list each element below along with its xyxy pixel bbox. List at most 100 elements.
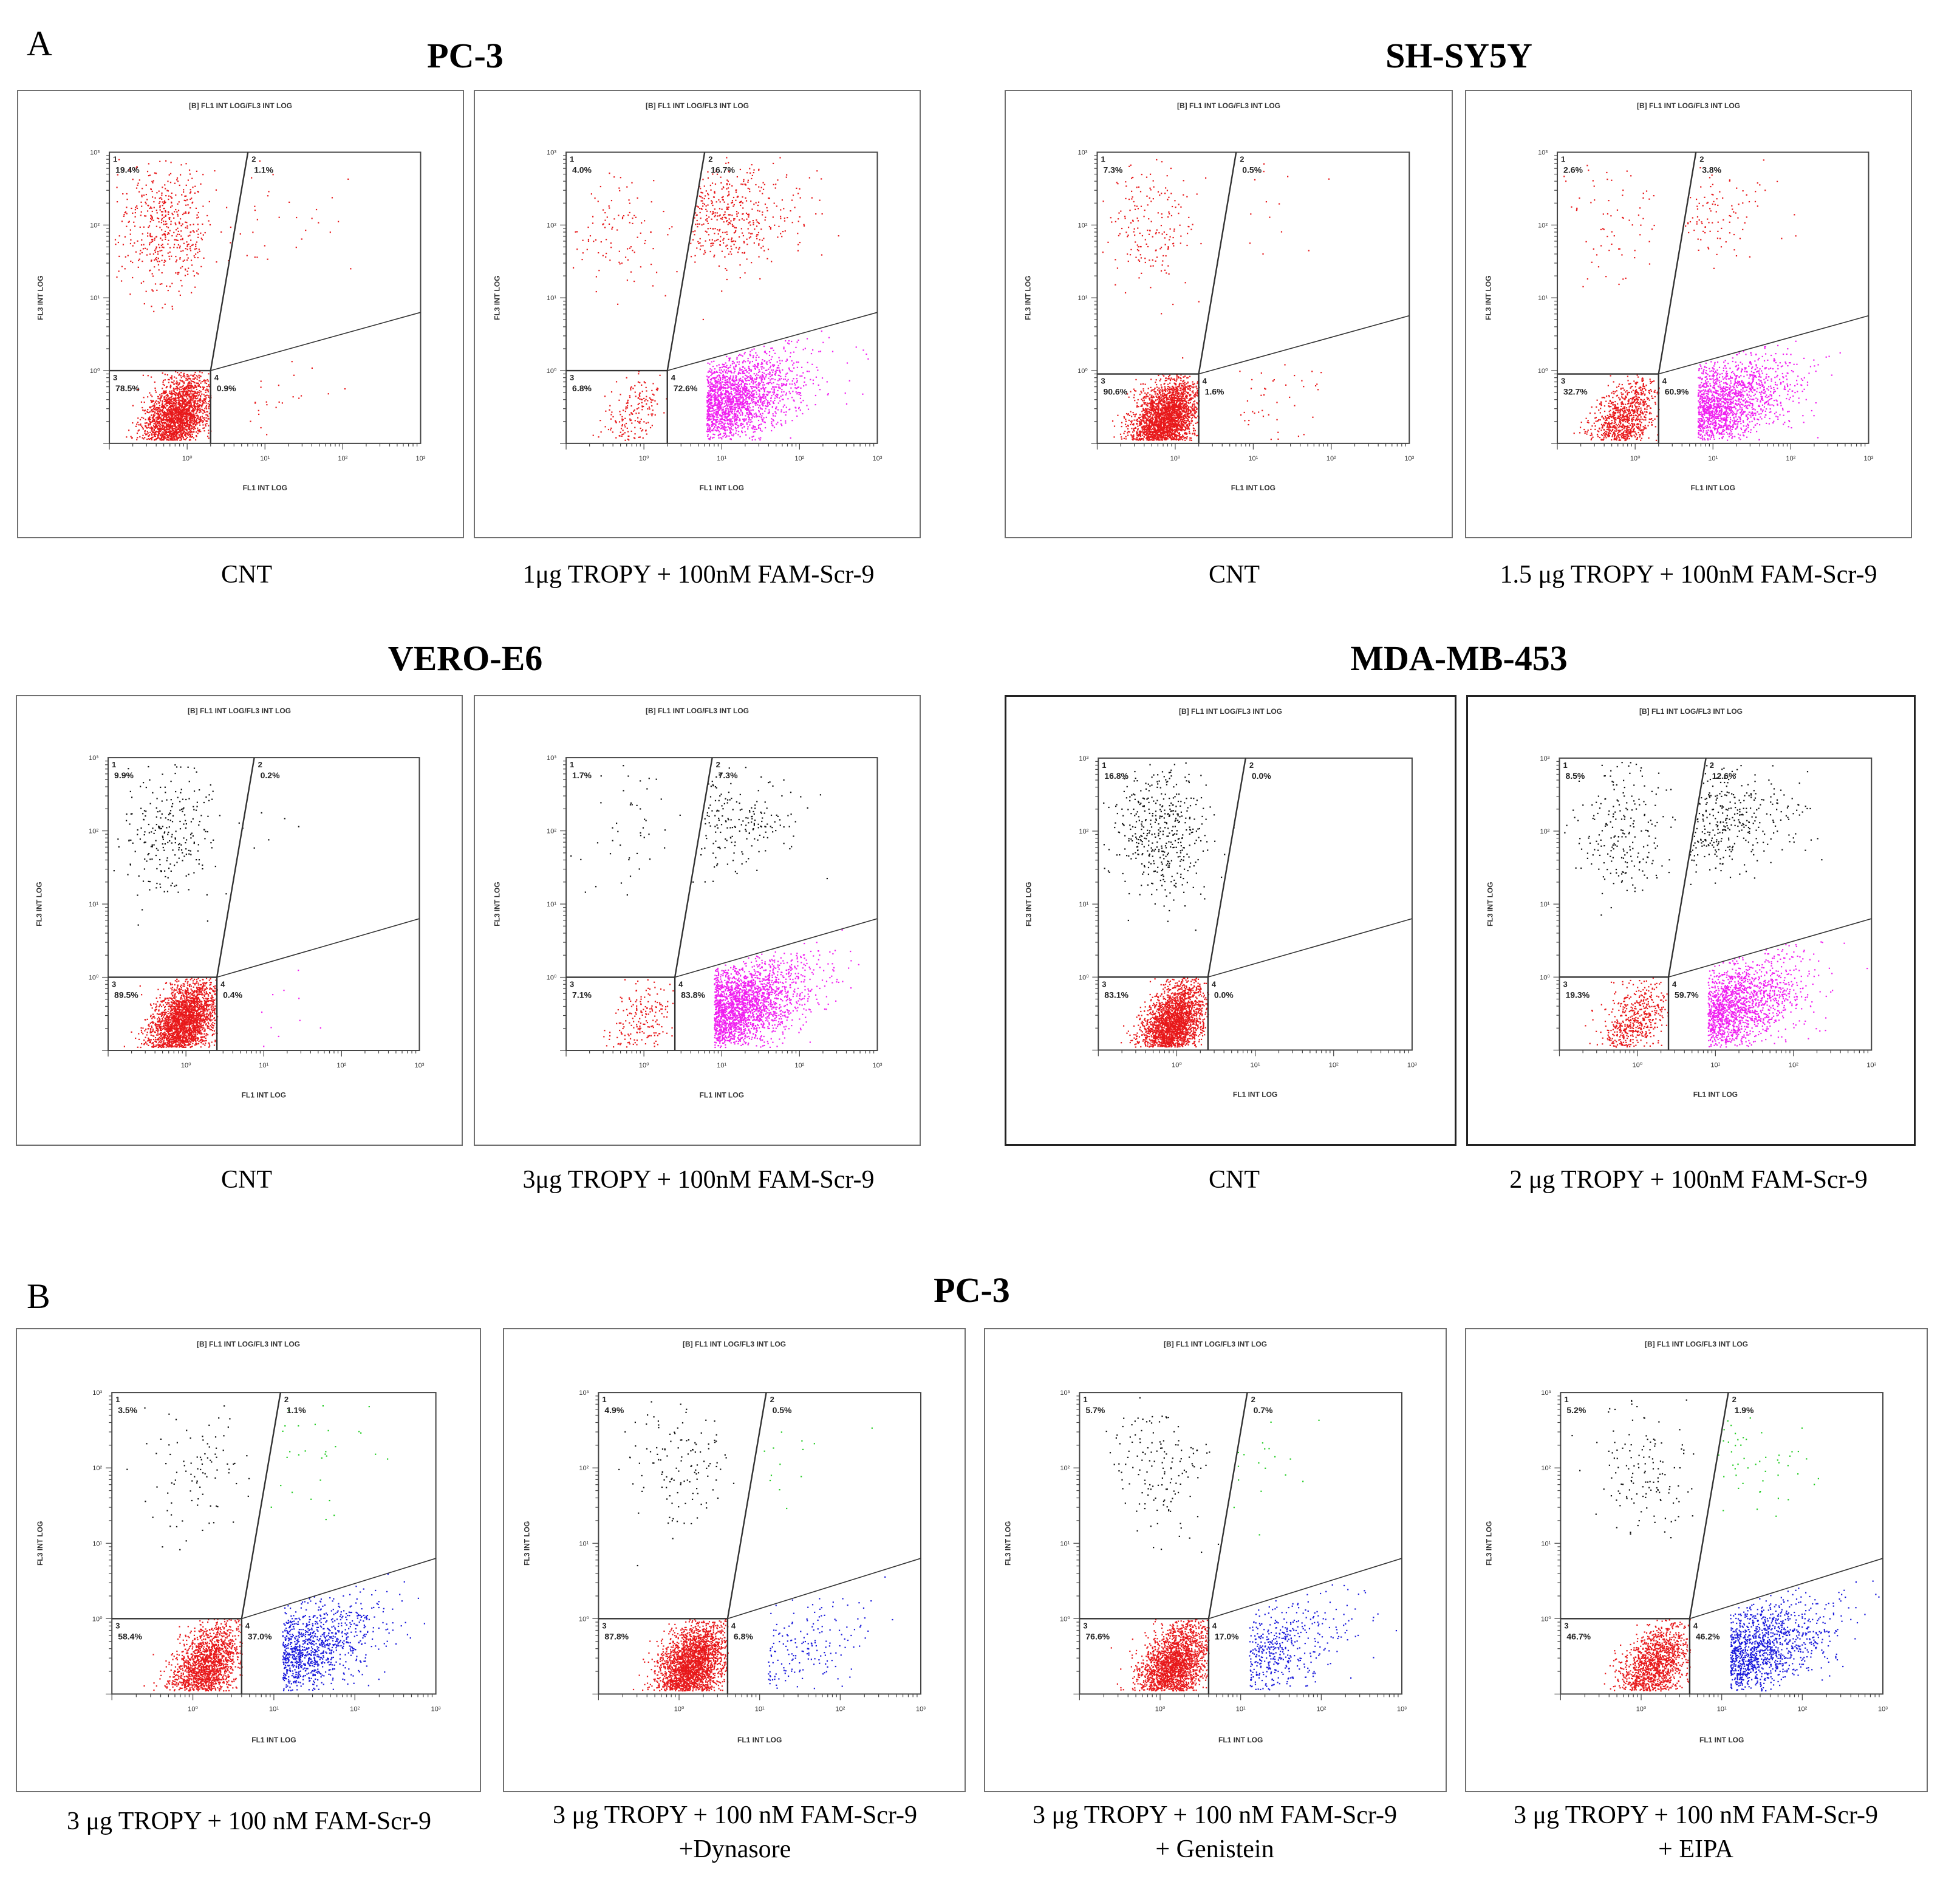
event-dot [748, 419, 750, 421]
event-dot [137, 430, 139, 432]
event-dot [174, 425, 176, 427]
event-dot [719, 369, 720, 371]
event-dot [177, 233, 179, 235]
event-dot [754, 382, 756, 383]
event-dot [734, 413, 736, 414]
event-dot [738, 403, 740, 405]
event-dot [146, 235, 149, 237]
event-dot [728, 386, 730, 388]
event-dot [819, 351, 822, 352]
event-dot [185, 184, 187, 187]
event-dot [760, 377, 762, 378]
event-dot [163, 259, 166, 261]
event-dot [148, 423, 149, 425]
event-dot [178, 426, 180, 428]
event-dot [175, 208, 177, 211]
event-dot [770, 382, 771, 383]
event-dot [725, 162, 727, 164]
event-dot [193, 401, 196, 403]
event-dot [707, 415, 709, 417]
event-dot [196, 241, 198, 243]
event-dot [182, 239, 183, 241]
event-dot [207, 414, 208, 416]
event-dot [734, 380, 736, 382]
event-dot [162, 211, 163, 213]
event-dot [803, 225, 805, 227]
event-dot [118, 159, 120, 160]
event-dot [713, 423, 715, 425]
event-dot [180, 279, 182, 282]
event-dot [782, 406, 784, 408]
event-dot [186, 374, 188, 376]
event-dot [734, 395, 736, 397]
event-dot [746, 376, 749, 378]
event-dot [177, 215, 179, 217]
event-dot [654, 414, 656, 416]
event-dot [711, 415, 713, 417]
event-dot [760, 399, 762, 401]
event-dot [725, 436, 726, 438]
event-dot [197, 408, 199, 410]
event-dot [194, 400, 196, 402]
event-dot [145, 290, 147, 292]
event-dot [199, 418, 201, 420]
event-dot [162, 431, 164, 433]
event-dot [720, 182, 722, 184]
event-dot [630, 430, 632, 432]
event-dot [157, 217, 159, 219]
event-dot [153, 423, 155, 425]
event-dot [166, 410, 168, 412]
event-dot [720, 418, 722, 420]
event-dot [180, 430, 182, 432]
event-dot [204, 398, 207, 400]
event-dot [187, 273, 189, 275]
event-dot [191, 389, 193, 391]
event-dot [722, 436, 724, 437]
event-dot [155, 173, 157, 174]
event-dot [174, 414, 176, 416]
x-tick-label: 10² [794, 455, 804, 462]
event-dot [173, 420, 175, 422]
event-dot [166, 439, 168, 441]
event-dot [159, 411, 161, 413]
event-dot [165, 407, 166, 409]
event-dot [750, 233, 752, 235]
event-dot [605, 239, 607, 241]
event-dot [167, 211, 169, 213]
event-dot [773, 365, 774, 368]
event-dot [177, 417, 179, 419]
event-dot [724, 211, 726, 213]
event-dot [652, 248, 654, 250]
event-dot [162, 201, 163, 203]
event-dot [638, 373, 640, 375]
event-dot [181, 400, 183, 402]
event-dot [728, 358, 731, 360]
event-dot [149, 406, 151, 408]
event-dot [165, 238, 166, 241]
event-dot [780, 391, 783, 393]
event-dot [139, 419, 142, 420]
event-dot [778, 378, 780, 380]
event-dot [166, 190, 168, 191]
event-dot [706, 375, 708, 377]
event-dot [627, 214, 629, 216]
event-dot [146, 433, 148, 435]
event-dot [185, 163, 187, 165]
event-dot [168, 402, 170, 403]
event-dot [815, 376, 818, 378]
event-dot [188, 169, 191, 171]
event-dot [732, 417, 734, 419]
event-dot [186, 245, 188, 247]
event-dot [178, 417, 180, 419]
event-dot [702, 192, 703, 194]
event-dot [725, 382, 726, 384]
event-dot [188, 388, 191, 389]
event-dot [186, 248, 188, 250]
event-dot [183, 189, 185, 191]
event-dot [122, 193, 124, 195]
event-dot [796, 415, 798, 417]
event-dot [750, 394, 751, 396]
event-dot [193, 437, 194, 439]
event-dot [165, 210, 166, 212]
event-dot [195, 207, 197, 209]
